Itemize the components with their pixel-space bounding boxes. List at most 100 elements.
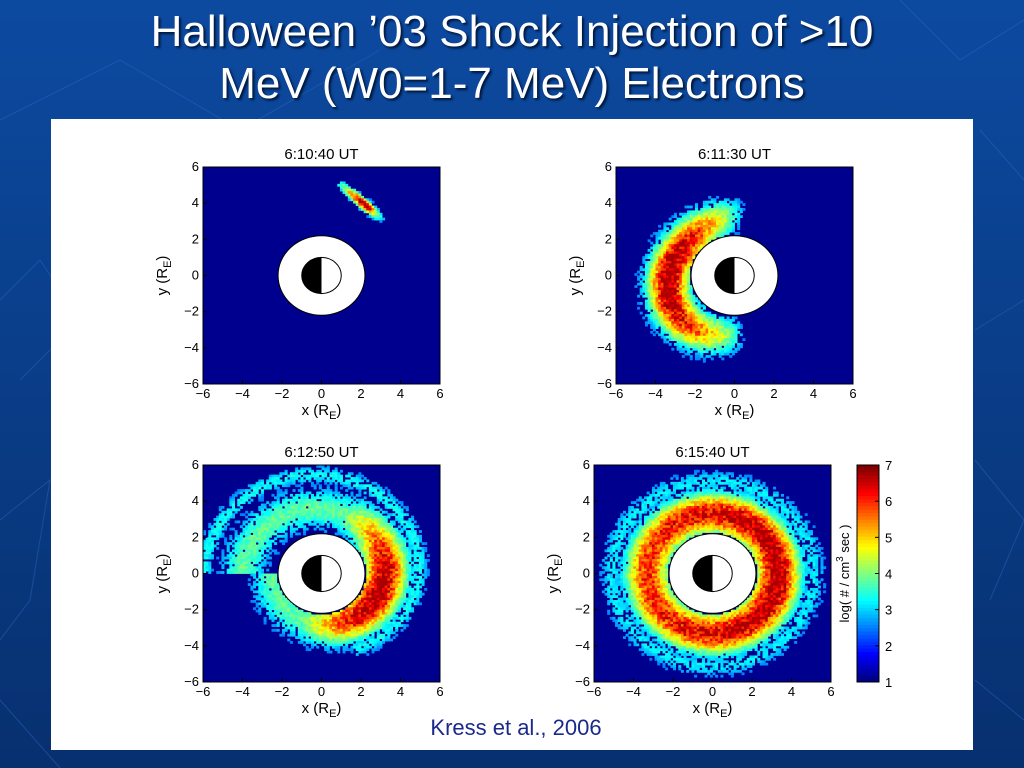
heat-cell [620, 607, 624, 611]
heat-cell [705, 222, 709, 226]
heat-cell [332, 631, 336, 635]
heat-cell [355, 624, 359, 627]
heat-cell [361, 508, 365, 512]
heat-cell [276, 498, 280, 502]
heat-cell [245, 489, 249, 492]
heat-cell [376, 491, 380, 495]
heat-cell [405, 616, 409, 620]
heat-cell [620, 566, 624, 570]
heat-cell [387, 604, 391, 608]
heat-cell [250, 600, 254, 603]
heat-cell [368, 198, 372, 202]
heat-cell [310, 624, 314, 627]
heat-cell [279, 505, 283, 509]
heat-cell [684, 282, 688, 286]
heat-cell [679, 241, 683, 245]
heat-cell [700, 314, 704, 317]
heat-cell [284, 513, 288, 517]
heat-cell [321, 614, 325, 618]
heat-cell [371, 575, 375, 579]
heat-cell [282, 595, 286, 599]
heat-cell [271, 510, 275, 514]
heat-cell [374, 525, 378, 529]
heat-cell [316, 472, 320, 476]
heat-cell [366, 484, 370, 488]
heat-cell [371, 648, 375, 652]
heat-cell [208, 544, 212, 548]
heat-cell [250, 537, 254, 541]
heat-cell [702, 323, 706, 327]
heat-cell [692, 330, 696, 334]
heat-cell [612, 554, 616, 558]
heat-cell [342, 638, 346, 642]
heat-cell [376, 534, 380, 538]
heat-cell [716, 234, 720, 238]
heat-cell [334, 518, 338, 521]
heat-cell [702, 217, 706, 221]
heat-cell [308, 477, 312, 480]
heat-cell [368, 554, 372, 558]
heat-cell [321, 520, 325, 524]
heat-cell [644, 270, 648, 274]
heat-cell [245, 549, 249, 553]
heat-cell [395, 604, 399, 608]
heat-cell [705, 234, 709, 238]
heat-cell [411, 532, 415, 536]
heat-cell [681, 263, 685, 267]
heat-cell [300, 469, 304, 473]
heat-cell [673, 282, 677, 286]
heat-cell [258, 479, 262, 483]
heat-cell [687, 251, 691, 255]
heat-cell [329, 518, 333, 521]
heat-cell [652, 232, 656, 235]
heat-cell [210, 556, 214, 560]
heat-cell [208, 539, 212, 543]
heat-cell [708, 330, 712, 334]
heat-cell [358, 607, 362, 611]
heat-cell [324, 638, 328, 642]
heat-cell [303, 513, 307, 517]
heat-cell [245, 537, 249, 541]
heat-cell [342, 496, 346, 500]
heat-cell [371, 205, 375, 209]
heat-cell [705, 345, 709, 349]
heat-cell [368, 636, 372, 639]
heat-cell [326, 503, 330, 507]
heat-cell [658, 309, 662, 313]
heat-cell [366, 551, 370, 555]
heat-cell [226, 549, 230, 553]
heat-cell [622, 510, 626, 514]
heat-cell [389, 542, 393, 545]
heat-cell [695, 306, 699, 310]
heat-cell [371, 493, 375, 497]
heat-cell [361, 546, 365, 550]
heat-cell [355, 544, 359, 548]
heat-cell [366, 522, 370, 526]
heat-cell [342, 532, 346, 536]
heat-cell [268, 580, 272, 584]
heat-cell [334, 626, 338, 630]
heat-cell [692, 323, 696, 327]
heat-cell [604, 549, 608, 553]
heat-cell [368, 522, 372, 526]
heat-cell [374, 612, 378, 615]
heat-cell [350, 195, 354, 199]
heat-cell [647, 239, 651, 243]
heat-cell [658, 268, 662, 272]
heat-cell [355, 527, 359, 531]
heat-cell [329, 491, 333, 495]
heat-cell [666, 263, 670, 267]
heat-cell [276, 513, 280, 517]
heat-cell [384, 518, 388, 521]
heat-cell [387, 537, 391, 541]
heat-cell [389, 539, 393, 543]
heat-cell [258, 568, 262, 572]
heat-cell [617, 607, 621, 611]
heat-cell [345, 498, 349, 502]
heat-cell [644, 277, 648, 281]
heat-cell [337, 515, 341, 519]
heat-cell [731, 215, 735, 219]
heat-cell [303, 501, 307, 504]
heat-cell [392, 561, 396, 565]
heat-cell [731, 210, 735, 214]
